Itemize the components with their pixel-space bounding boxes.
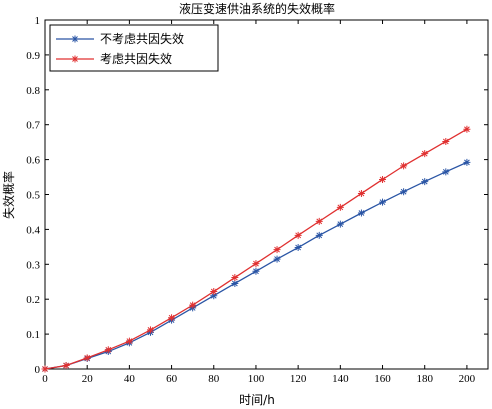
y-tick-label: 0.5 [26, 190, 40, 202]
legend-box [49, 24, 219, 72]
legend-label: 考虑共因失效 [100, 51, 172, 66]
chart-title: 液压变速供油系统的失效概率 [179, 1, 335, 16]
y-tick-label: 0.6 [26, 155, 40, 167]
plot-area [44, 19, 489, 370]
y-tick-label: 0.4 [26, 224, 40, 236]
data-point [231, 274, 239, 282]
axis-ticks: 0 20 40 60 80 100 120 140 160 180 200 0 0.1 0.2 0.3 0.4… [26, 15, 488, 385]
x-tick-label: 100 [248, 373, 265, 385]
data-point [442, 168, 450, 176]
data-point [210, 288, 218, 296]
x-tick-label: 60 [166, 373, 178, 385]
x-tick-label: 80 [208, 373, 220, 385]
data-point [168, 314, 176, 322]
data-point [104, 346, 112, 354]
y-tick-label: 0.8 [26, 85, 40, 97]
legend-label: 不考虑共因失效 [100, 31, 184, 46]
data-point [41, 365, 49, 373]
data-point [400, 162, 408, 170]
y-tick-label: 0.3 [26, 259, 40, 271]
data-point [210, 292, 218, 300]
y-tick-label: 0.1 [26, 329, 40, 341]
data-point [315, 231, 323, 239]
x-tick-label: 200 [459, 373, 476, 385]
data-point [421, 178, 429, 186]
data-point [336, 203, 344, 211]
legend-marker [71, 35, 79, 43]
series-layer [41, 125, 471, 373]
x-tick-label: 140 [332, 373, 349, 385]
data-point [421, 150, 429, 158]
y-tick-label: 1 [35, 15, 41, 27]
legend-marker [71, 55, 79, 63]
data-point [125, 337, 133, 345]
data-point [463, 125, 471, 133]
data-point [463, 158, 471, 166]
x-tick-label: 120 [290, 373, 307, 385]
y-tick-label: 0.2 [26, 294, 40, 306]
x-tick-label: 40 [124, 373, 136, 385]
data-point [336, 220, 344, 228]
x-tick-label: 160 [374, 373, 391, 385]
data-point [357, 189, 365, 197]
data-point [83, 354, 91, 362]
data-point [273, 246, 281, 254]
data-point [400, 188, 408, 196]
series-2 [41, 125, 471, 373]
x-tick-label: 180 [416, 373, 433, 385]
data-point [273, 255, 281, 263]
data-point [146, 326, 154, 334]
data-point [231, 279, 239, 287]
y-tick-label: 0.7 [26, 120, 40, 132]
x-tick-label: 0 [42, 373, 48, 385]
data-point [252, 267, 260, 275]
x-tick-label: 20 [82, 373, 94, 385]
x-axis-title: 时间/h [239, 393, 275, 407]
data-point [294, 231, 302, 239]
data-point [62, 362, 70, 370]
data-point [379, 175, 387, 183]
data-point [189, 301, 197, 309]
y-tick-label: 0.9 [26, 50, 40, 62]
data-point [442, 137, 450, 145]
data-point [294, 244, 302, 252]
data-point [315, 217, 323, 225]
y-tick-label: 0 [35, 364, 41, 376]
data-point [252, 260, 260, 268]
y-axis-title: 失效概率 [1, 171, 16, 219]
data-point [379, 198, 387, 206]
data-point [357, 209, 365, 217]
